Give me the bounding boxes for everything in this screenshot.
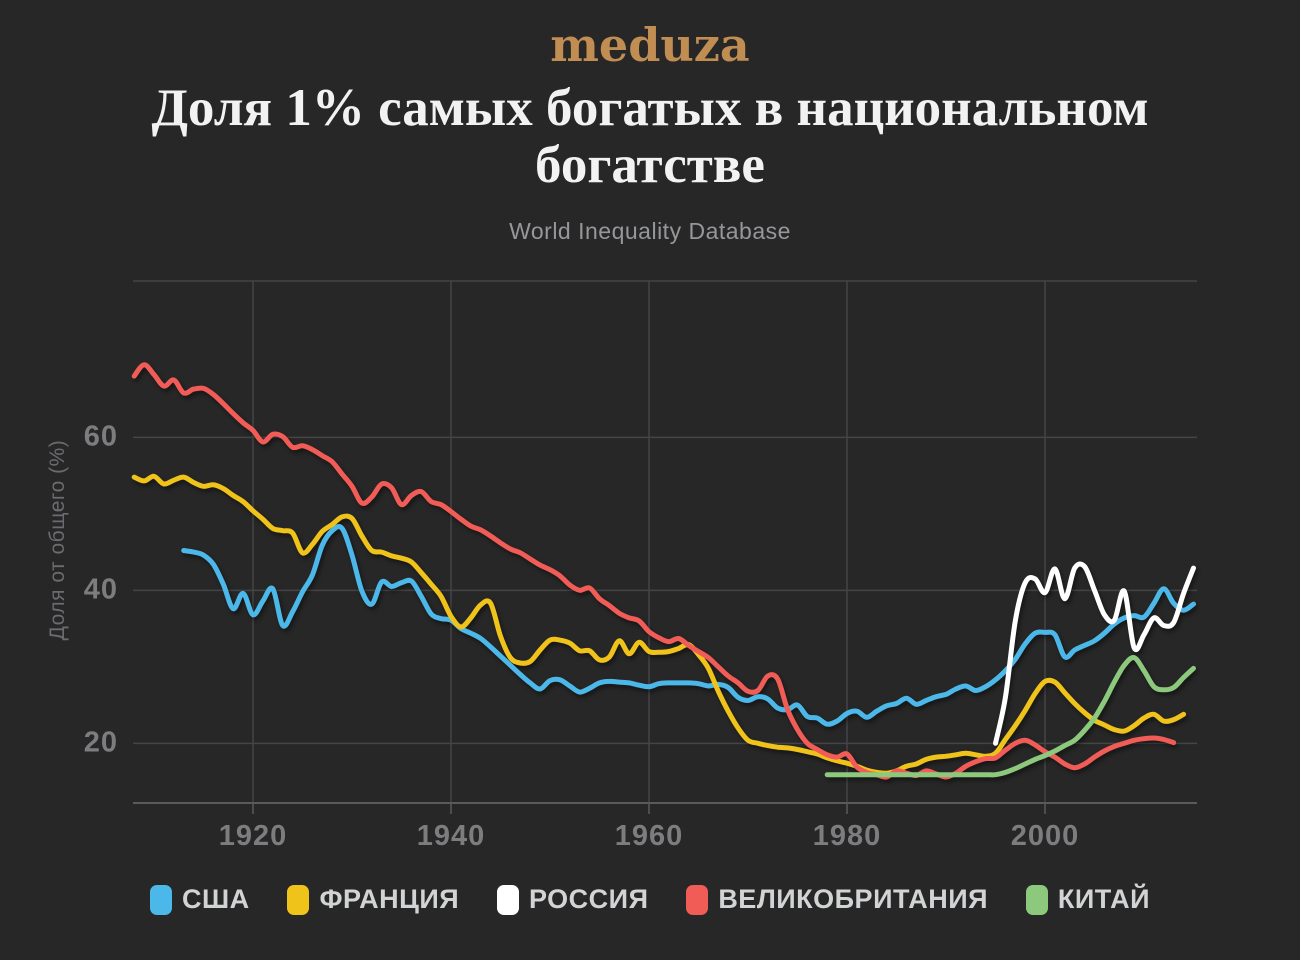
legend-label-usa: США: [182, 884, 250, 914]
meduza-logo: meduza: [550, 18, 750, 72]
legend-swatch-france: [287, 884, 310, 915]
legend-label-france: ФРАНЦИЯ: [319, 884, 460, 914]
x-tick-label-1980: 1980: [812, 820, 882, 852]
chart-legend: США ФРАНЦИЯ РОССИЯ ВЕЛИКОБРИТАНИЯ КИТАЙ: [150, 884, 1150, 915]
legend-swatch-usa: [150, 884, 172, 915]
series-line-china: [824, 655, 1196, 778]
grid-lines: [133, 280, 1197, 814]
x-tick-label-1920: 1920: [218, 820, 288, 852]
series-line-uk: [131, 362, 1177, 780]
legend-swatch-russia: [497, 884, 520, 915]
y-tick-label-40: 40: [83, 573, 118, 606]
series-lines: [131, 362, 1196, 780]
series-line-france: [131, 473, 1187, 776]
x-tick-label-2000: 2000: [1010, 820, 1080, 852]
y-tick-label-20: 20: [83, 726, 118, 759]
legend-item-uk: ВЕЛИКОБРИТАНИЯ: [686, 884, 988, 915]
y-tick-label-60: 60: [83, 420, 118, 453]
legend-item-russia: РОССИЯ: [497, 884, 648, 915]
legend-item-usa: США: [150, 884, 250, 915]
legend-item-china: КИТАЙ: [1025, 884, 1150, 915]
chart-subtitle: World Inequality Database: [509, 218, 791, 244]
legend-label-china: КИТАЙ: [1057, 884, 1150, 914]
series-line-russia: [993, 561, 1196, 746]
x-tick-label-1960: 1960: [614, 820, 684, 852]
legend-item-france: ФРАНЦИЯ: [287, 884, 459, 915]
legend-swatch-china: [1025, 884, 1048, 915]
x-tick-label-1940: 1940: [416, 820, 486, 852]
legend-swatch-uk: [686, 884, 709, 915]
legend-label-uk: ВЕЛИКОБРИТАНИЯ: [718, 884, 989, 914]
page-title: Доля 1% самых богатых в национальном бог…: [151, 79, 1149, 194]
series-line-usa: [181, 524, 1196, 727]
legend-label-russia: РОССИЯ: [529, 884, 649, 914]
